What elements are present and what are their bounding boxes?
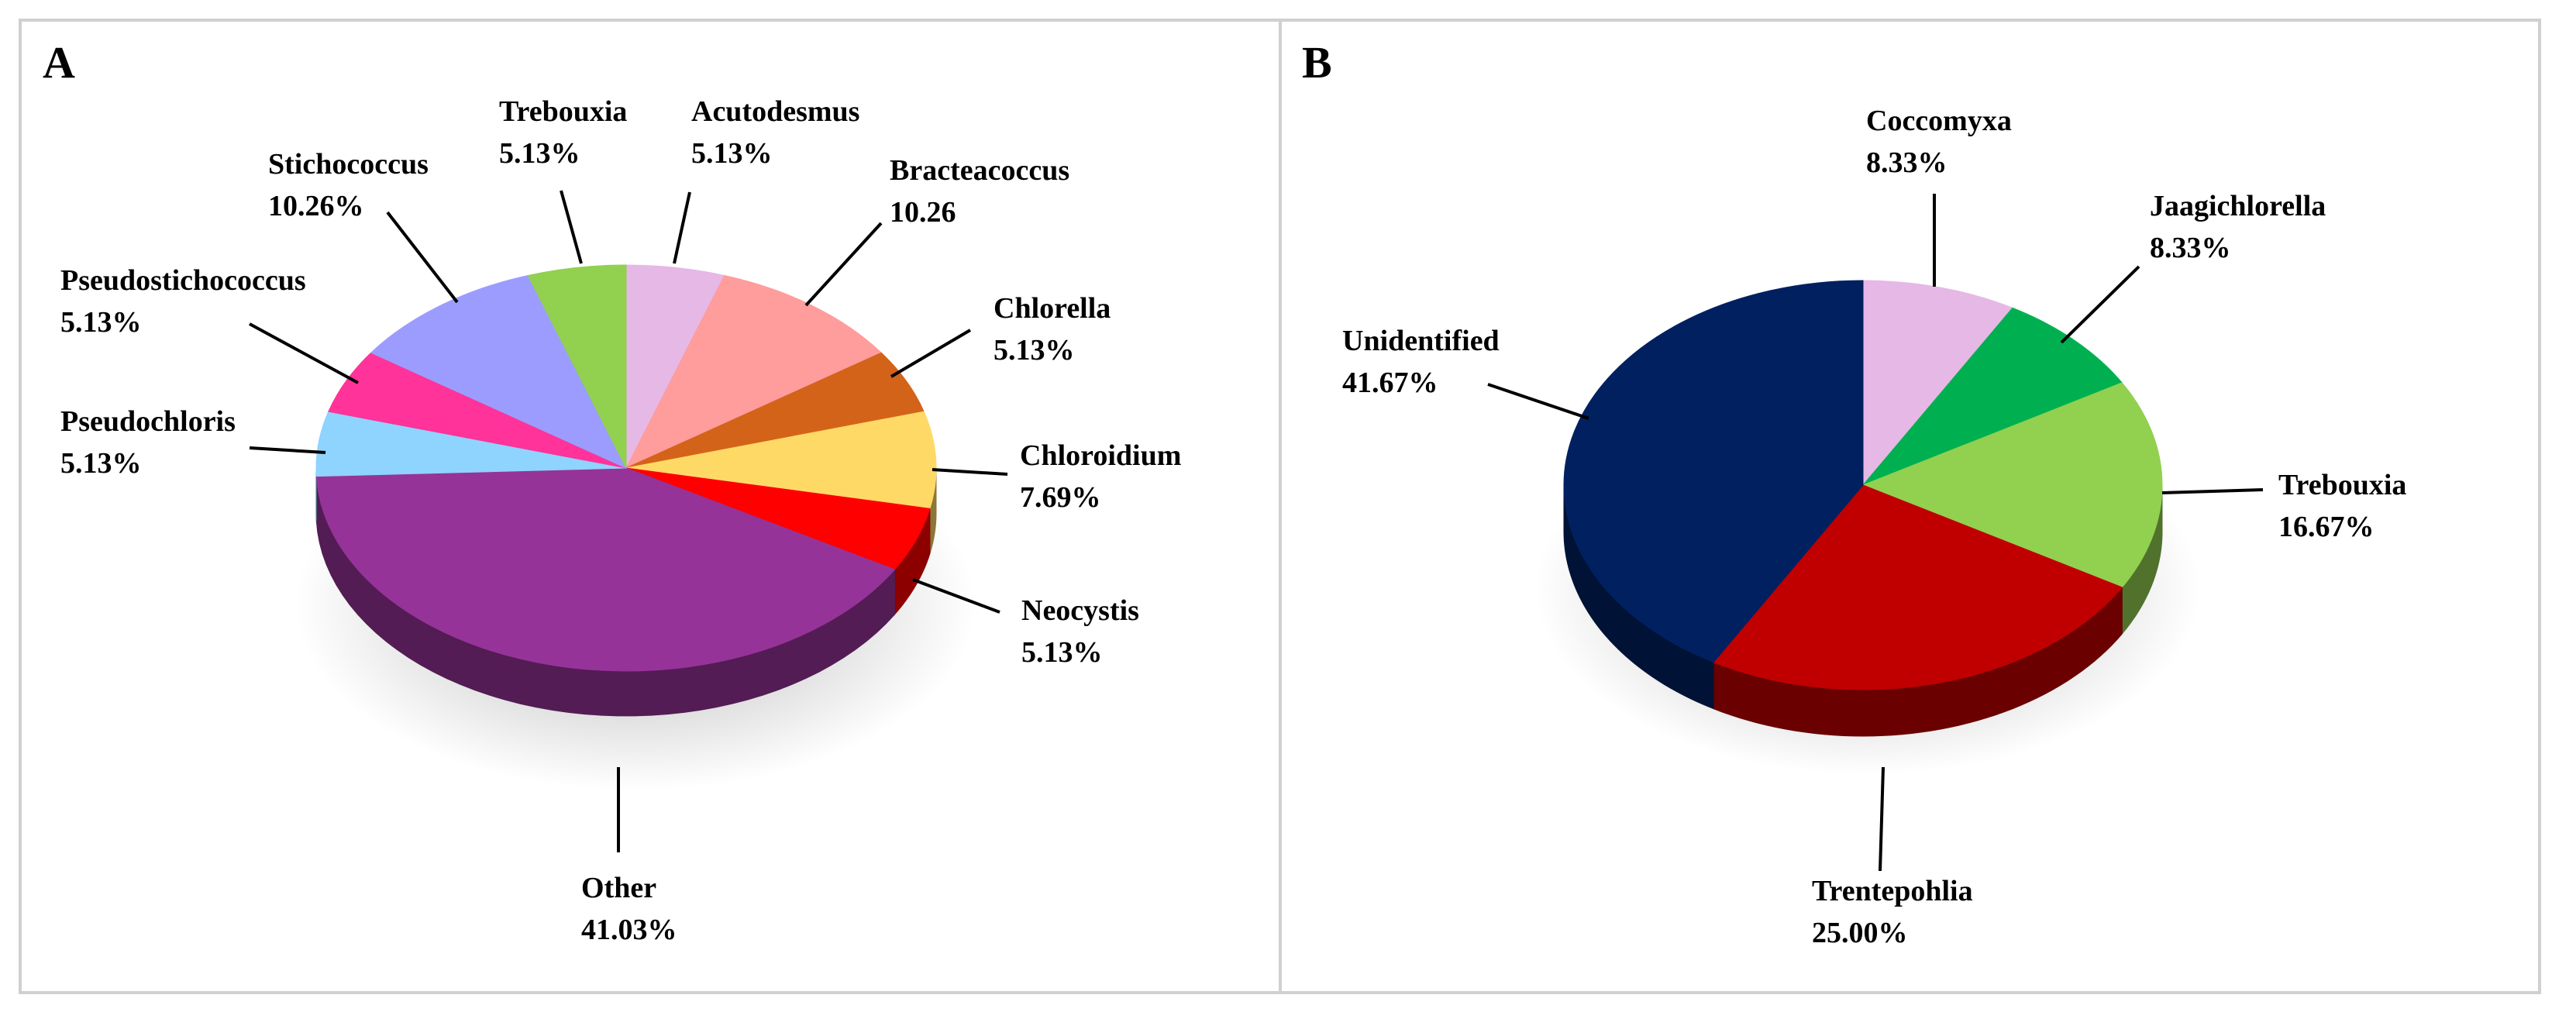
- pie-a-sides: [315, 468, 937, 717]
- pie-slice-chloroidium-a: [625, 411, 937, 509]
- leader-line-acutodesmus: [673, 191, 691, 264]
- pie-slice-trebouxia-b: [1861, 382, 2163, 588]
- leader-line-chlorella: [890, 329, 972, 378]
- label-bracteacoccus-name: Bracteacoccus: [890, 154, 1069, 187]
- label-trebouxia-b: Trebouxia 16.67%: [2161, 469, 2406, 543]
- label-coccomyxa-value: 8.33%: [1866, 146, 1947, 179]
- label-stichococcus-name: Stichococcus: [268, 148, 429, 181]
- label-chlorella-value: 5.13%: [994, 334, 1075, 367]
- pie-slice-jaagichlorella-b: [1862, 307, 2123, 486]
- label-pseudochloris: Pseudochloris 5.13%: [60, 405, 326, 480]
- label-acutodesmus-name: Acutodesmus: [691, 95, 859, 128]
- label-trebouxia-b-value: 16.67%: [2278, 511, 2375, 543]
- pie-slice-unidentified-b: [1563, 280, 1864, 663]
- label-chlorella-name: Chlorella: [994, 292, 1111, 325]
- pie-slice-stichococcus-a: [370, 274, 628, 470]
- pie-a-tops: [315, 264, 937, 672]
- leader-line-bracteacoccus: [804, 222, 883, 307]
- pie-slice-trentepohlia-b: [1713, 484, 2123, 690]
- label-neocystis-value: 5.13%: [1021, 636, 1103, 669]
- label-trebouxia-a-value: 5.13%: [499, 137, 580, 170]
- label-trentepohlia: Trentepohlia 25.00%: [1812, 766, 1973, 949]
- label-bracteacoccus: Bracteacoccus 10.26: [804, 154, 1069, 307]
- label-unidentified: Unidentified 41.67%: [1342, 325, 1589, 420]
- label-acutodesmus-value: 5.13%: [691, 137, 773, 170]
- label-trebouxia-a: Trebouxia 5.13%: [499, 95, 627, 264]
- leader-line-pseudochloris: [249, 446, 326, 454]
- label-other-value: 41.03%: [581, 914, 677, 946]
- label-chloroidium: Chloroidium 7.69%: [932, 439, 1181, 514]
- label-pseudostichococcus-name: Pseudostichococcus: [60, 264, 306, 297]
- label-pseudostichococcus: Pseudostichococcus 5.13%: [60, 264, 359, 384]
- label-jaagichlorella-name: Jaagichlorella: [2150, 190, 2326, 222]
- pie-slice-trebouxia-a: [527, 264, 627, 469]
- label-unidentified-name: Unidentified: [1342, 325, 1500, 357]
- label-jaagichlorella: Jaagichlorella 8.33%: [2060, 190, 2326, 344]
- pie-slice-bracteacoccus-a: [625, 274, 883, 470]
- label-pseudochloris-value: 5.13%: [60, 447, 142, 480]
- pie-slice-coccomyxa-b: [1862, 280, 2013, 487]
- label-unidentified-value: 41.67%: [1342, 367, 1438, 399]
- label-stichococcus-value: 10.26%: [268, 190, 364, 222]
- leader-line-chloroidium: [932, 468, 1008, 476]
- label-chlorella: Chlorella 5.13%: [890, 292, 1111, 378]
- label-neocystis: Neocystis 5.13%: [912, 578, 1139, 669]
- label-trebouxia-a-name: Trebouxia: [499, 95, 627, 128]
- leader-line-trebouxia-a: [560, 190, 583, 264]
- label-acutodesmus: Acutodesmus 5.13%: [673, 95, 859, 264]
- leader-line-jaagichlorella: [2060, 265, 2140, 344]
- label-trentepohlia-name: Trentepohlia: [1812, 875, 1973, 907]
- label-other: Other 41.03%: [581, 767, 677, 946]
- label-stichococcus: Stichococcus 10.26%: [268, 148, 459, 304]
- pie-chart-a: [294, 264, 976, 790]
- label-pseudostichococcus-value: 5.13%: [60, 306, 142, 339]
- panel-b-frame: [1279, 19, 2541, 994]
- leader-line-trentepohlia: [1879, 766, 1885, 872]
- pie-chart-b: [1534, 280, 2201, 775]
- label-coccomyxa: Coccomyxa 8.33%: [1866, 105, 2012, 287]
- label-neocystis-name: Neocystis: [1021, 594, 1139, 627]
- panel-b-letter: B: [1302, 37, 1332, 88]
- panel-a-letter: A: [43, 37, 75, 88]
- leader-line-unidentified: [1487, 383, 1589, 420]
- leader-line-neocystis: [912, 578, 1000, 614]
- label-trentepohlia-value: 25.00%: [1812, 917, 1908, 949]
- label-jaagichlorella-value: 8.33%: [2150, 232, 2231, 264]
- leader-line-pseudostichococcus: [249, 322, 359, 384]
- label-chloroidium-name: Chloroidium: [1020, 439, 1181, 472]
- label-trebouxia-b-name: Trebouxia: [2278, 469, 2406, 501]
- label-pseudochloris-name: Pseudochloris: [60, 405, 236, 438]
- leader-line-stichococcus: [386, 211, 459, 304]
- label-chloroidium-value: 7.69%: [1020, 481, 1101, 514]
- label-coccomyxa-name: Coccomyxa: [1866, 105, 2012, 137]
- pie-slice-other-a: [315, 467, 896, 672]
- pie-b-tops: [1563, 280, 2163, 690]
- label-bracteacoccus-value: 10.26: [890, 196, 956, 229]
- leader-line-trebouxia-b: [2161, 488, 2264, 494]
- label-other-name: Other: [581, 872, 656, 904]
